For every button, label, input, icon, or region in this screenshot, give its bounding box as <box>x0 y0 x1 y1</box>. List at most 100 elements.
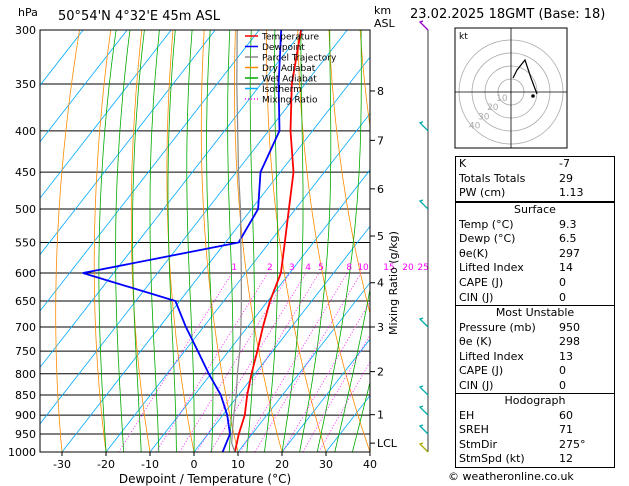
index-label: Totals Totals <box>459 171 526 185</box>
isotherm-line <box>281 338 370 452</box>
isotherm-line <box>40 30 128 143</box>
isotherm-line <box>40 30 304 369</box>
temp-tick-label: -10 <box>141 458 159 471</box>
index-value: 1.13 <box>559 186 584 200</box>
wet-adiabat-line <box>186 30 195 452</box>
surface-value: 0 <box>559 290 566 304</box>
wet-adiabat-line <box>264 30 279 452</box>
hodograph-unit-label: kt <box>459 32 468 42</box>
dry-adiabat-line <box>328 30 370 315</box>
index-row: PW (cm) 1.13 <box>456 186 614 201</box>
km-tick-label: 7 <box>377 134 384 147</box>
legend-label: Dry Adiabat <box>262 64 316 74</box>
surface-title: Surface <box>514 203 556 216</box>
hodograph-label: StmDir <box>459 437 498 451</box>
storm-motion-marker <box>531 94 535 98</box>
mixing-ratio-line <box>282 301 370 452</box>
km-tick-label: 3 <box>377 321 384 334</box>
mixing-ratio-line <box>254 272 362 452</box>
wet-adiabat-line <box>352 380 370 452</box>
hodograph-ring-label: 10 <box>496 94 508 104</box>
km-tick-label: 8 <box>377 85 384 98</box>
dry-adiabat-line <box>200 30 239 452</box>
isotherm-line <box>193 225 370 452</box>
asl-unit-label: ASL <box>374 17 396 30</box>
series-temperature <box>234 30 302 452</box>
pressure-tick-label: 900 <box>15 409 36 422</box>
wind-barbs <box>418 20 429 453</box>
wet-adiabat-line <box>246 30 255 452</box>
most-unstable-value: 0 <box>559 378 566 392</box>
temp-tick-label: -30 <box>53 458 71 471</box>
wet-adiabat-line <box>98 30 117 452</box>
km-tick-label: LCL <box>377 437 398 450</box>
pressure-tick-label: 300 <box>15 24 36 37</box>
most-unstable-table: Most Unstable Pressure (mb) 950 θe (K) 298 L… <box>455 305 615 395</box>
km-tick-label: 5 <box>377 230 384 243</box>
wind-barb <box>418 121 429 132</box>
dry-adiabat-line <box>297 30 370 452</box>
surface-label: Temp (°C) <box>459 217 514 231</box>
surface-row: CAPE (J) 0 <box>456 276 614 291</box>
pressure-tick-label: 550 <box>15 236 36 249</box>
surface-label: CIN (J) <box>459 290 494 304</box>
x-axis-label: Dewpoint / Temperature (°C) <box>119 472 291 486</box>
mixing-ratio-label: 25 <box>417 263 428 273</box>
legend-label: Temperature <box>261 33 319 43</box>
temp-tick-label: -20 <box>97 458 115 471</box>
wet-adiabat-line <box>115 30 131 452</box>
mixing-ratio-line <box>318 361 370 452</box>
location-label: 50°54'N 4°32'E 45m ASL <box>58 9 221 24</box>
wind-barb <box>418 317 429 328</box>
index-row: K -7 <box>456 157 614 172</box>
mixing-ratio-label: 15 <box>383 263 394 273</box>
isotherm-line <box>237 282 370 452</box>
mixing-ratio-line <box>302 334 370 452</box>
temp-tick-label: 30 <box>319 458 333 471</box>
most-unstable-value: 0 <box>559 364 566 378</box>
isotherm-line <box>105 112 370 452</box>
surface-row: CIN (J) 0 <box>456 291 614 306</box>
footer-copyright: © weatheronline.co.uk <box>448 470 574 483</box>
surface-table: Surface Temp (°C) 9.3 Dewp (°C) 6.5 θe(K) 297… <box>455 202 615 307</box>
wind-barb <box>418 199 429 210</box>
most-unstable-row: Pressure (mb) 950 <box>456 321 614 336</box>
wind-barb <box>418 405 429 416</box>
dry-adiabat-line <box>130 30 151 452</box>
hodograph-value: 71 <box>559 423 573 437</box>
most-unstable-row: Lifted Index 13 <box>456 350 614 365</box>
most-unstable-value: 13 <box>559 349 573 363</box>
mixing-ratio-line <box>239 272 348 452</box>
most-unstable-row: CAPE (J) 0 <box>456 364 614 379</box>
hodograph-row: StmDir 275° <box>456 438 614 453</box>
hodograph-ring-label: 20 <box>487 103 499 113</box>
hodograph-label: StmSpd (kt) <box>459 452 525 466</box>
temp-tick-label: 20 <box>275 458 289 471</box>
isotherm-line <box>61 56 370 452</box>
legend-label: Isotherm <box>262 85 302 95</box>
pressure-tick-label: 1000 <box>8 446 36 459</box>
pressure-tick-label: 650 <box>15 295 36 308</box>
km-tick-label: 6 <box>377 183 384 196</box>
legend-label: Wet Adiabat <box>262 75 317 85</box>
mixing-ratio-label: 20 <box>402 263 414 273</box>
index-label: PW (cm) <box>459 186 506 200</box>
hodograph-label: SREH <box>459 423 489 437</box>
surface-row: Lifted Index 14 <box>456 261 614 276</box>
temp-tick-label: 0 <box>191 458 198 471</box>
most-unstable-row: CIN (J) 0 <box>456 379 614 394</box>
most-unstable-value: 950 <box>559 320 580 334</box>
hodograph-value: 275° <box>559 437 586 451</box>
most-unstable-label: CIN (J) <box>459 378 494 392</box>
wind-barb <box>418 20 429 31</box>
surface-row: Dewp (°C) 6.5 <box>456 232 614 247</box>
wet-adiabat-line <box>167 30 177 452</box>
pressure-tick-label: 400 <box>15 125 36 138</box>
surface-value: 9.3 <box>559 217 577 231</box>
mixing-ratio-label: 8 <box>346 263 352 273</box>
isotherm-line <box>40 30 348 425</box>
most-unstable-title: Most Unstable <box>495 306 575 319</box>
wet-adiabat-line <box>132 30 145 452</box>
isotherm-line <box>40 30 260 312</box>
hodograph-row: SREH 71 <box>456 423 614 438</box>
